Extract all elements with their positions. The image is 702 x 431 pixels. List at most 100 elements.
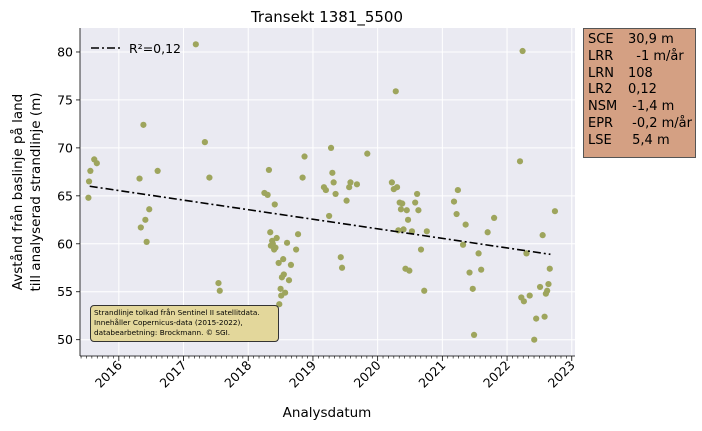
data-point xyxy=(475,250,482,257)
chart-title: Transekt 1381_5500 xyxy=(250,8,403,27)
trend xyxy=(89,185,551,256)
data-point xyxy=(85,178,93,185)
y-tick-label: 80 xyxy=(57,44,73,59)
data-point xyxy=(282,289,289,296)
data-point xyxy=(322,186,329,194)
data-point xyxy=(459,241,467,248)
data-point xyxy=(285,277,293,284)
stat-value: 30,9 m xyxy=(628,32,674,47)
data-point xyxy=(536,283,544,291)
data-point xyxy=(484,229,491,236)
data-point xyxy=(215,280,222,287)
data-point xyxy=(526,292,533,299)
data-point xyxy=(87,167,94,175)
data-point xyxy=(192,41,199,48)
data-point xyxy=(516,158,524,165)
data-point xyxy=(271,201,278,208)
y-tick-label: 50 xyxy=(57,332,73,347)
data-point xyxy=(326,212,333,220)
x-tick-label: 2021 xyxy=(415,358,448,391)
data-point xyxy=(154,167,161,175)
data-point xyxy=(137,224,144,231)
data-point xyxy=(280,256,287,263)
stat-key: EPR xyxy=(588,115,614,131)
data-point xyxy=(531,336,538,343)
grid-lines xyxy=(80,28,575,356)
data-point xyxy=(388,179,395,186)
stat-row-lr2: LR2 0,12 xyxy=(588,82,691,99)
data-point xyxy=(283,239,291,246)
stat-key: LRN xyxy=(588,65,614,81)
data-point xyxy=(299,174,306,181)
data-point xyxy=(397,206,405,213)
data-point xyxy=(294,231,302,238)
data-point xyxy=(329,169,336,176)
stat-row-lrr: LRR -1 m/år xyxy=(588,49,691,66)
stat-row-nsm: NSM -1,4 m xyxy=(588,99,691,116)
y-tick-label: 55 xyxy=(57,284,73,299)
data-point xyxy=(265,166,273,174)
y-tick-label: 75 xyxy=(57,92,73,107)
data-point xyxy=(287,261,295,268)
data-point xyxy=(450,198,458,205)
x-tick-label: 2020 xyxy=(351,357,384,390)
statistics-box: SCE 30,9 m LRR -1 m/år LRN 108 LR2 0,12 NSM… xyxy=(583,28,696,158)
x-axis-label: Analysdatum xyxy=(283,405,372,421)
data-point xyxy=(404,216,412,223)
data-point xyxy=(453,210,460,218)
stat-row-sce: SCE 30,9 m xyxy=(588,32,691,49)
stat-key: NSM xyxy=(588,99,618,115)
stat-value: 5,4 m xyxy=(628,132,670,148)
y-ticks: 50 55 60 65 70 75 80 xyxy=(57,44,80,347)
data-point xyxy=(332,190,339,198)
x-tick-label: 2022 xyxy=(480,358,513,391)
data-point xyxy=(277,285,284,292)
stat-value: -1,4 m xyxy=(628,99,675,115)
data-point xyxy=(206,174,213,181)
data-point xyxy=(146,206,153,213)
data-point xyxy=(403,207,410,214)
stat-value: -1 m/år xyxy=(628,48,684,64)
stat-row-lrn: LRN 108 xyxy=(588,66,691,83)
data-point xyxy=(545,280,552,288)
x-tick-label: 2023 xyxy=(545,358,578,391)
credit-line: Innehåller Copernicus-data (2015-2022), xyxy=(94,318,243,327)
stat-key: LSE xyxy=(588,132,612,148)
data-point xyxy=(93,160,100,167)
data-point xyxy=(466,269,473,276)
data-point xyxy=(392,88,399,95)
data-point xyxy=(140,121,147,128)
data-point xyxy=(275,259,282,267)
stat-value: -0,2 m/år xyxy=(628,115,692,131)
data-point xyxy=(327,144,335,151)
data-source-note: Strandlinje tolkad från Sentinel II sate… xyxy=(90,305,279,342)
x-tick-label: 2018 xyxy=(221,357,254,390)
data-point xyxy=(478,266,485,273)
data-point xyxy=(546,265,553,272)
data-point xyxy=(337,254,344,261)
data-point xyxy=(533,315,540,322)
y-tick-label: 60 xyxy=(57,236,73,251)
credit-line: Strandlinje tolkad från Sentinel II sate… xyxy=(94,308,260,317)
data-point xyxy=(399,200,406,207)
legend: R²=0,12 xyxy=(91,41,181,56)
y-tick-label: 70 xyxy=(57,140,73,155)
x-tick-label: 2016 xyxy=(92,357,125,390)
data-point xyxy=(520,298,527,305)
stat-value: 108 xyxy=(628,65,653,81)
data-point xyxy=(338,264,346,271)
data-point xyxy=(519,47,526,55)
data-point xyxy=(346,184,353,191)
x-tick-label: 2019 xyxy=(286,357,319,390)
data-point xyxy=(462,221,469,228)
data-point xyxy=(414,190,421,198)
credit-line: databearbetning: Brockmann. © SGI. xyxy=(94,328,231,337)
data-point xyxy=(142,216,149,223)
stat-row-lse: LSE 5,4 m xyxy=(588,133,691,150)
data-point xyxy=(264,191,271,198)
data-point xyxy=(330,179,337,186)
legend-label: R²=0,12 xyxy=(129,41,181,56)
data-point xyxy=(421,287,428,294)
stat-key: LR2 xyxy=(588,82,613,98)
